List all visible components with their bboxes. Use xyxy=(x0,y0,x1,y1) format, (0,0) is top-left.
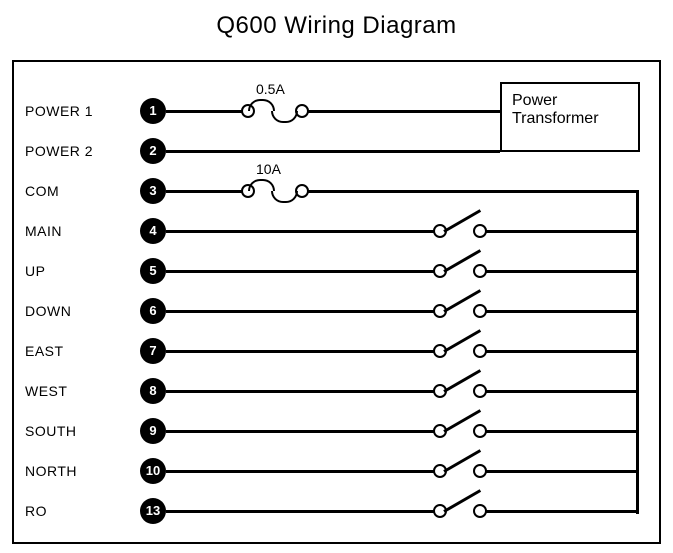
wire xyxy=(166,310,440,313)
label-ro: RO xyxy=(25,503,47,519)
switch-node-right xyxy=(473,464,487,478)
switch-node-right xyxy=(473,304,487,318)
label-main: MAIN xyxy=(25,223,62,239)
wire xyxy=(166,150,500,153)
pin-10: 10 xyxy=(140,458,166,484)
label-com: COM xyxy=(25,183,59,199)
pin-2: 2 xyxy=(140,138,166,164)
wire xyxy=(166,510,440,513)
transformer-label-2: Transformer xyxy=(512,110,599,127)
switch-node-right xyxy=(473,344,487,358)
switch-node-right xyxy=(473,384,487,398)
wire xyxy=(166,430,440,433)
pin-8: 8 xyxy=(140,378,166,404)
wire xyxy=(486,470,639,473)
wire xyxy=(166,110,248,113)
wire xyxy=(486,350,639,353)
wire xyxy=(166,390,440,393)
switch-node-right xyxy=(473,224,487,238)
pin-1: 1 xyxy=(140,98,166,124)
fuse-label-10A: 10A xyxy=(256,161,281,177)
label-north: NORTH xyxy=(25,463,77,479)
wire xyxy=(486,230,639,233)
power-transformer-box: PowerTransformer xyxy=(500,82,640,152)
label-down: DOWN xyxy=(25,303,71,319)
switch-node-right xyxy=(473,504,487,518)
label-east: EAST xyxy=(25,343,64,359)
wire xyxy=(166,270,440,273)
wire xyxy=(166,230,440,233)
fuse-label-0.5A: 0.5A xyxy=(256,81,285,97)
transformer-label-1: Power xyxy=(512,92,557,109)
pin-5: 5 xyxy=(140,258,166,284)
wire xyxy=(166,470,440,473)
wire xyxy=(486,310,639,313)
wire xyxy=(486,430,639,433)
label-west: WEST xyxy=(25,383,67,399)
label-up: UP xyxy=(25,263,45,279)
wire xyxy=(308,190,639,193)
switch-node-right xyxy=(473,264,487,278)
switch-node-right xyxy=(473,424,487,438)
wire xyxy=(166,350,440,353)
diagram-title: Q600 Wiring Diagram xyxy=(0,12,673,40)
pin-9: 9 xyxy=(140,418,166,444)
wire xyxy=(486,270,639,273)
pin-13: 13 xyxy=(140,498,166,524)
pin-3: 3 xyxy=(140,178,166,204)
pin-4: 4 xyxy=(140,218,166,244)
pin-7: 7 xyxy=(140,338,166,364)
wire xyxy=(486,510,639,513)
wire xyxy=(166,190,248,193)
pin-6: 6 xyxy=(140,298,166,324)
wire xyxy=(308,110,500,113)
label-power-2: POWER 2 xyxy=(25,143,93,159)
label-power-1: POWER 1 xyxy=(25,103,93,119)
label-south: SOUTH xyxy=(25,423,77,439)
wire xyxy=(486,390,639,393)
